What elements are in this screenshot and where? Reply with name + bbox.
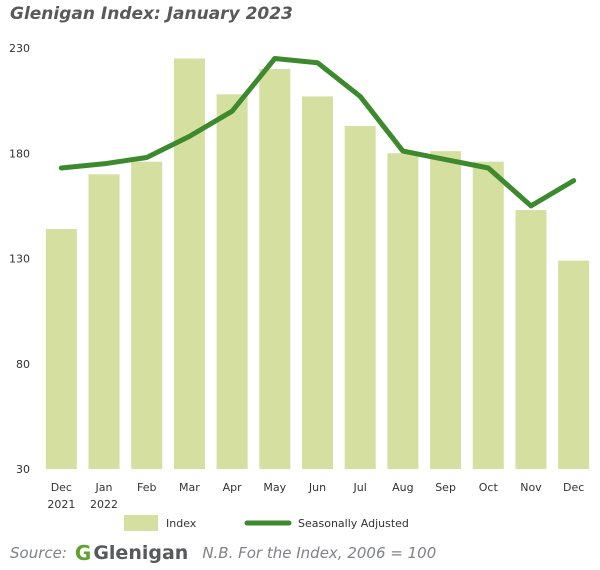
legend-label-index: Index: [166, 517, 197, 530]
x-tick-label: Apr: [223, 481, 243, 494]
legend-label-seasonally-adjusted: Seasonally Adjusted: [298, 517, 409, 530]
bar: [387, 153, 419, 469]
bar: [302, 96, 333, 469]
y-tick-label: 180: [9, 147, 30, 160]
bar: [45, 229, 77, 469]
bar: [259, 69, 291, 470]
y-axis: 30 80 130 180 230: [9, 42, 30, 476]
x-tick-label: Jan: [95, 481, 113, 494]
x-tick-label: 2022: [90, 498, 118, 511]
source-label: Source:: [10, 544, 67, 562]
y-tick-label: 130: [9, 253, 30, 266]
bar: [173, 58, 205, 470]
bar-series-index: [45, 58, 590, 470]
glenigan-logo: G Glenigan: [75, 542, 188, 564]
bar: [558, 260, 590, 469]
x-tick-label: Jun: [308, 481, 326, 494]
x-tick-label: Aug: [392, 481, 413, 494]
glenigan-logo-mark: G: [74, 541, 92, 565]
legend-swatch-index: [124, 515, 158, 531]
y-tick-label: 230: [9, 42, 30, 55]
x-tick-label: Nov: [520, 481, 542, 494]
y-tick-label: 30: [16, 463, 30, 476]
bar: [88, 174, 120, 470]
y-tick-label: 80: [16, 358, 30, 371]
line-series-seasonally-adjusted: [58, 56, 577, 209]
bar: [131, 161, 163, 470]
index-base-note: N.B. For the Index, 2006 = 100: [202, 544, 437, 562]
bar: [472, 161, 504, 470]
glenigan-logo-word: Glenigan: [93, 542, 189, 564]
x-tick-label: Sep: [435, 481, 456, 494]
x-tick-label: Jul: [353, 481, 367, 494]
legend: Index Seasonally Adjusted: [124, 515, 409, 531]
bar: [430, 151, 462, 469]
x-tick-label: Feb: [137, 481, 156, 494]
chart: 30 80 130 180 230 Dec 2021 Jan 2022 Feb Mar Apr May…: [9, 42, 590, 531]
footer: Source: G Glenigan N.B. For the Index, 2…: [10, 540, 436, 566]
bar: [216, 94, 248, 469]
x-tick-label: May: [263, 481, 286, 494]
chart-title: Glenigan Index: January 2023: [10, 4, 293, 24]
bar: [515, 210, 547, 469]
x-axis: Dec 2021 Jan 2022 Feb Mar Apr May Jun Jul Aug Sep Oc…: [47, 481, 584, 511]
x-tick-label: Mar: [179, 481, 200, 494]
x-tick-label: Oct: [479, 481, 499, 494]
x-tick-label: 2021: [47, 498, 75, 511]
bar: [344, 125, 376, 469]
x-tick-label: Dec: [51, 481, 72, 494]
x-tick-label: Dec: [563, 481, 584, 494]
